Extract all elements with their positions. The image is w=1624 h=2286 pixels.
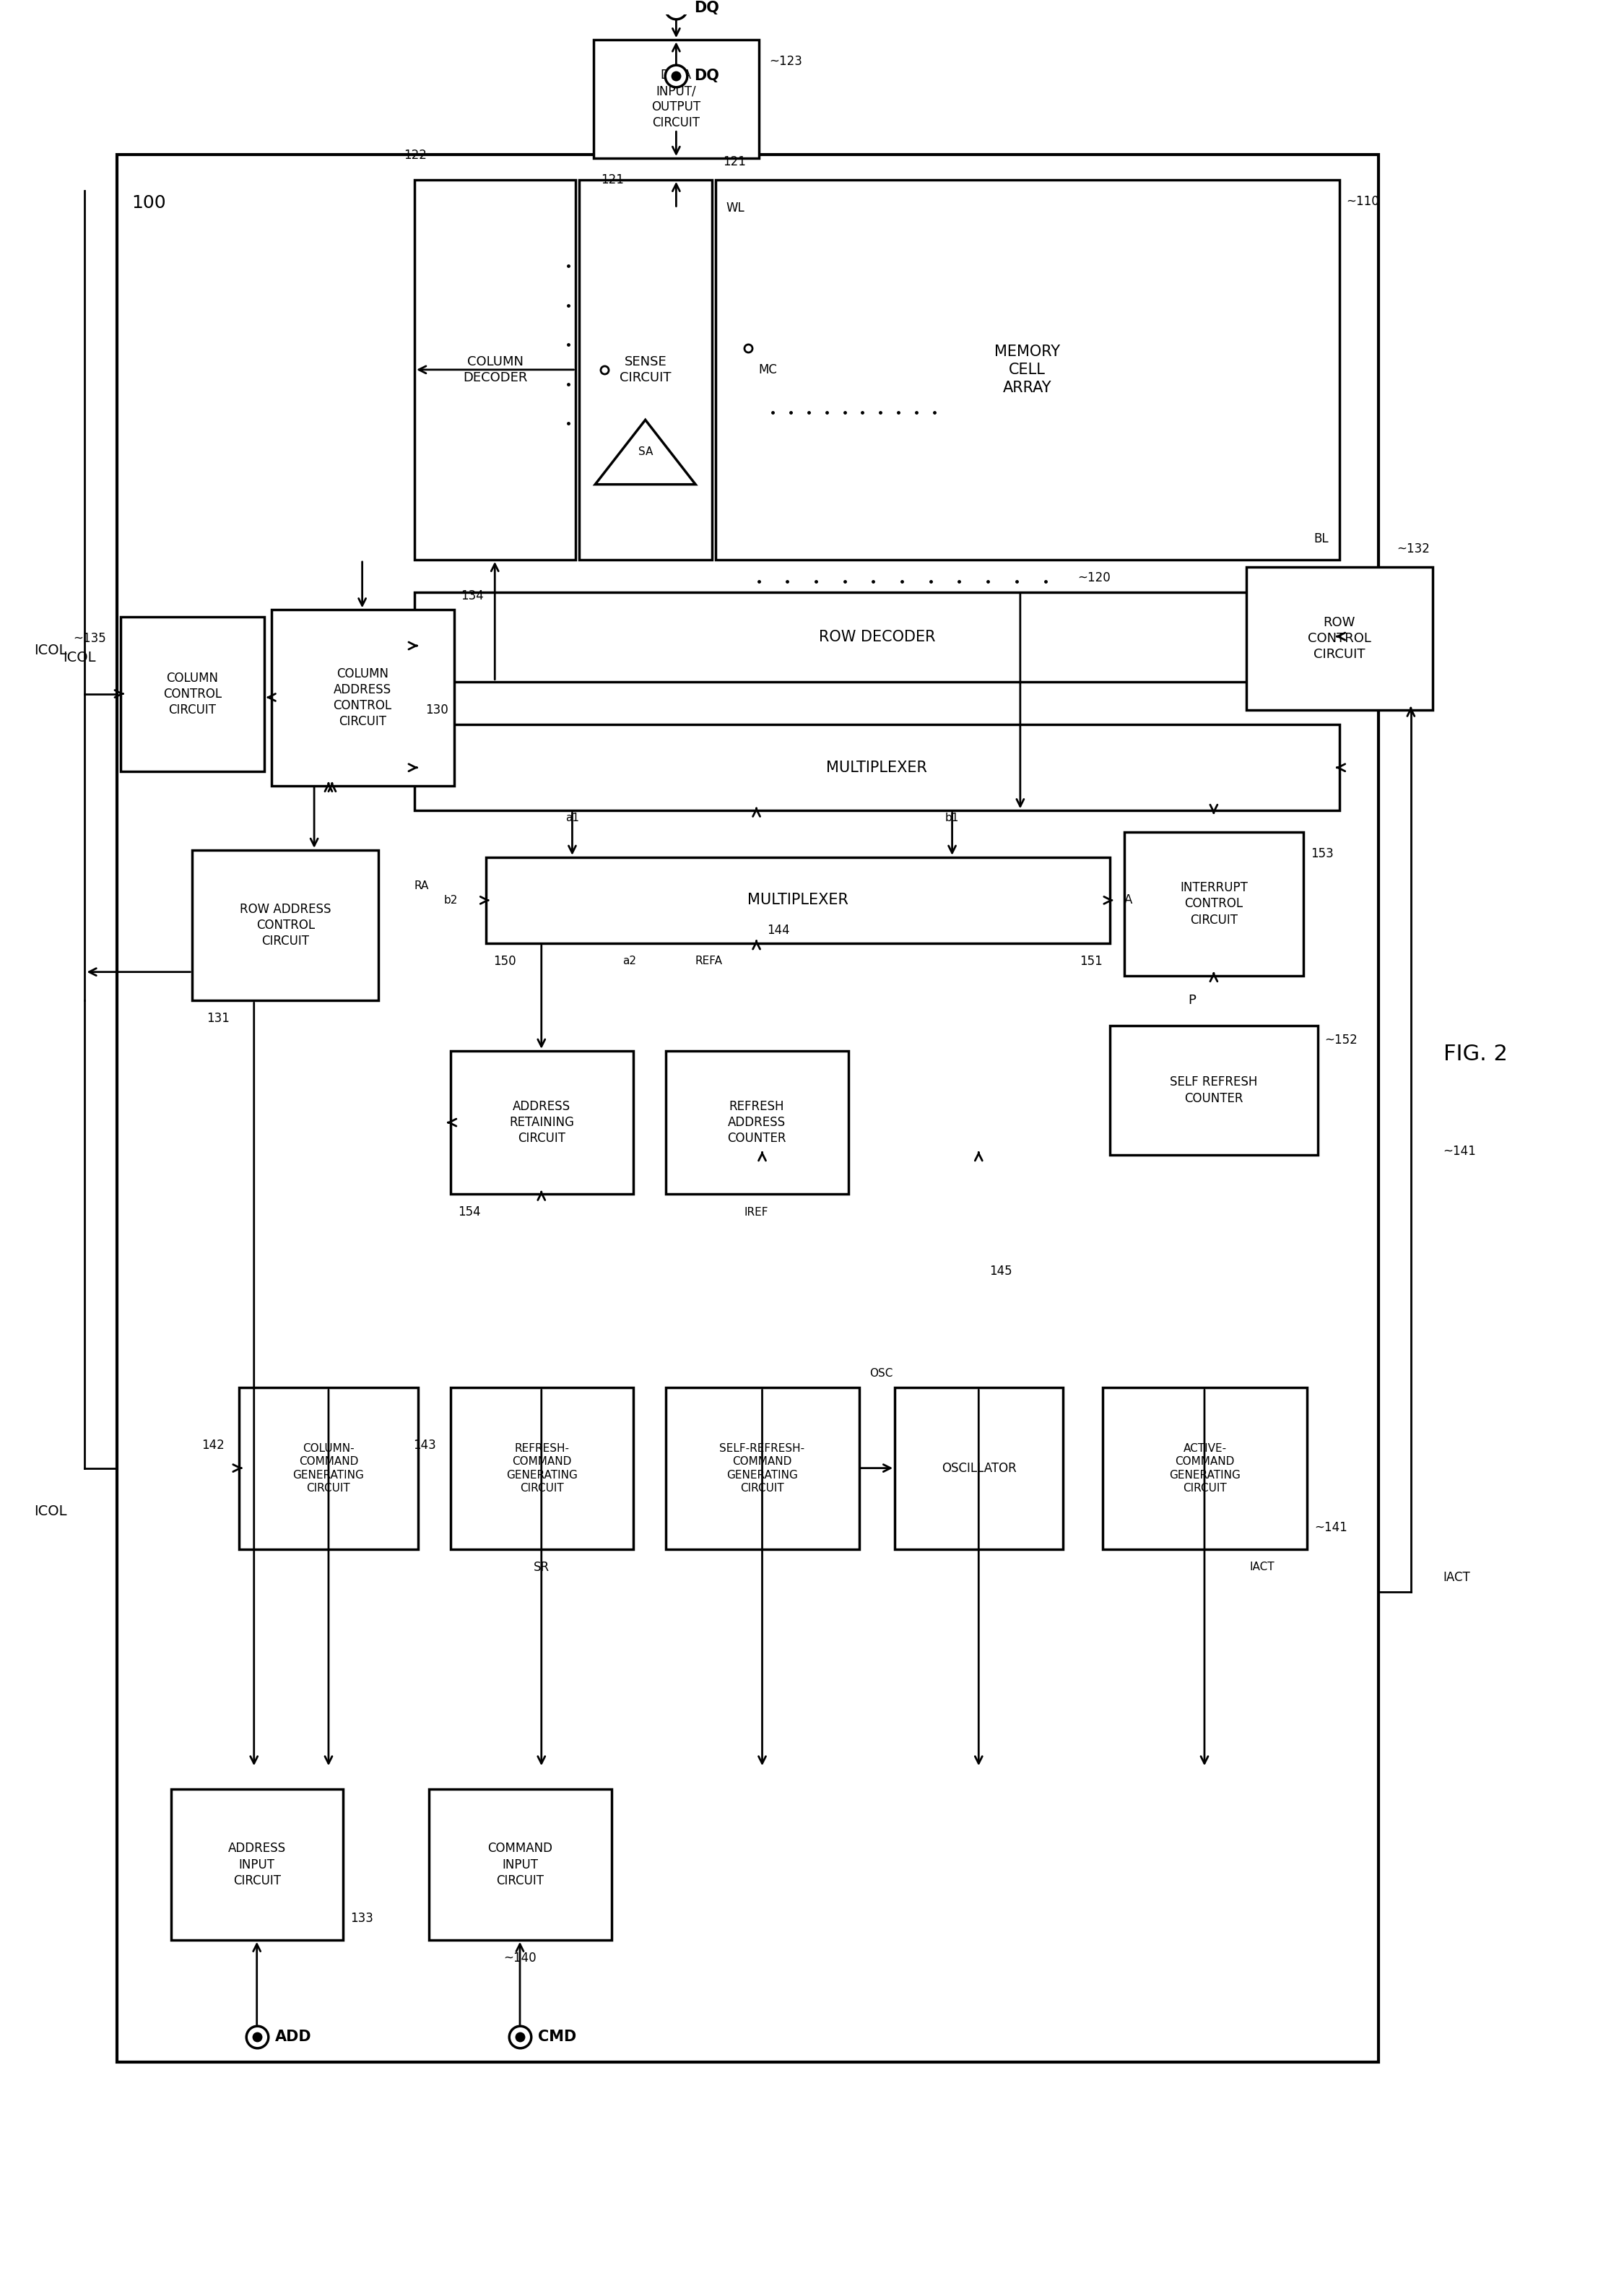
Text: MC: MC bbox=[758, 363, 778, 377]
Text: ~152: ~152 bbox=[1325, 1033, 1358, 1047]
Bar bbox=[666, 1052, 848, 1193]
Text: 144: 144 bbox=[767, 924, 789, 937]
Text: b2: b2 bbox=[443, 894, 458, 905]
Text: COLUMN-
COMMAND
GENERATING
CIRCUIT: COLUMN- COMMAND GENERATING CIRCUIT bbox=[292, 1442, 364, 1495]
Bar bbox=[716, 181, 1340, 560]
Text: RA: RA bbox=[414, 880, 429, 892]
Text: 145: 145 bbox=[989, 1264, 1012, 1278]
Text: ADDRESS
INPUT
CIRCUIT: ADDRESS INPUT CIRCUIT bbox=[227, 1843, 286, 1888]
Text: P: P bbox=[1189, 994, 1195, 1008]
Text: b1: b1 bbox=[945, 812, 960, 823]
Text: COMMAND
INPUT
CIRCUIT: COMMAND INPUT CIRCUIT bbox=[487, 1843, 552, 1888]
Bar bbox=[580, 181, 711, 560]
Text: 142: 142 bbox=[201, 1438, 224, 1452]
Text: ACTIVE-
COMMAND
GENERATING
CIRCUIT: ACTIVE- COMMAND GENERATING CIRCUIT bbox=[1169, 1442, 1241, 1495]
Text: 134: 134 bbox=[461, 590, 484, 601]
Text: OSCILLATOR: OSCILLATOR bbox=[942, 1463, 1017, 1474]
Text: BL: BL bbox=[1314, 533, 1328, 546]
Text: COLUMN
CONTROL
CIRCUIT: COLUMN CONTROL CIRCUIT bbox=[162, 672, 221, 716]
Text: COLUMN
DECODER: COLUMN DECODER bbox=[463, 354, 528, 384]
Text: ICOL: ICOL bbox=[34, 645, 67, 658]
Text: ~141: ~141 bbox=[1444, 1145, 1476, 1157]
Bar bbox=[1103, 1388, 1307, 1550]
Text: IACT: IACT bbox=[1249, 1561, 1275, 1573]
Bar bbox=[486, 857, 1109, 944]
Text: A: A bbox=[1124, 894, 1132, 908]
Text: MEMORY
CELL
ARRAY: MEMORY CELL ARRAY bbox=[994, 345, 1060, 395]
Text: 121: 121 bbox=[723, 155, 745, 169]
Bar bbox=[239, 1388, 417, 1550]
Text: 122: 122 bbox=[404, 149, 427, 162]
Text: MULTIPLEXER: MULTIPLEXER bbox=[827, 761, 927, 775]
Text: MULTIPLEXER: MULTIPLEXER bbox=[747, 894, 848, 908]
Text: 143: 143 bbox=[412, 1438, 435, 1452]
Text: SR: SR bbox=[533, 1561, 549, 1573]
Text: 130: 130 bbox=[425, 704, 448, 718]
Text: IACT: IACT bbox=[1444, 1570, 1470, 1584]
Text: 100: 100 bbox=[132, 194, 166, 210]
Text: ~120: ~120 bbox=[1078, 572, 1111, 585]
Text: ROW
CONTROL
CIRCUIT: ROW CONTROL CIRCUIT bbox=[1307, 615, 1371, 661]
Text: ~135: ~135 bbox=[73, 631, 106, 645]
Bar bbox=[414, 592, 1340, 681]
Text: 151: 151 bbox=[1080, 956, 1103, 967]
Bar bbox=[192, 850, 378, 1001]
Text: COLUMN
ADDRESS
CONTROL
CIRCUIT: COLUMN ADDRESS CONTROL CIRCUIT bbox=[333, 668, 391, 729]
Text: a2: a2 bbox=[622, 956, 637, 967]
Text: SELF REFRESH
COUNTER: SELF REFRESH COUNTER bbox=[1169, 1077, 1257, 1104]
Text: ~141: ~141 bbox=[1314, 1520, 1348, 1534]
Text: INTERRUPT
CONTROL
CIRCUIT: INTERRUPT CONTROL CIRCUIT bbox=[1181, 882, 1247, 926]
Text: DATA
INPUT/
OUTPUT
CIRCUIT: DATA INPUT/ OUTPUT CIRCUIT bbox=[651, 69, 702, 130]
Text: SA: SA bbox=[638, 446, 653, 457]
Bar bbox=[450, 1388, 633, 1550]
Bar bbox=[414, 181, 577, 560]
Text: 153: 153 bbox=[1311, 848, 1333, 860]
Text: REFRESH-
COMMAND
GENERATING
CIRCUIT: REFRESH- COMMAND GENERATING CIRCUIT bbox=[507, 1442, 578, 1495]
Bar bbox=[450, 1052, 633, 1193]
Text: 150: 150 bbox=[494, 956, 516, 967]
Text: DQ: DQ bbox=[693, 69, 719, 82]
Bar bbox=[429, 1790, 612, 1941]
Text: SELF-REFRESH-
COMMAND
GENERATING
CIRCUIT: SELF-REFRESH- COMMAND GENERATING CIRCUIT bbox=[719, 1442, 806, 1495]
Polygon shape bbox=[594, 421, 695, 485]
Text: FIG. 2: FIG. 2 bbox=[1444, 1045, 1507, 1065]
Bar bbox=[117, 155, 1379, 2062]
Text: ROW ADDRESS
CONTROL
CIRCUIT: ROW ADDRESS CONTROL CIRCUIT bbox=[240, 903, 331, 949]
Text: 133: 133 bbox=[351, 1911, 374, 1925]
Text: IREF: IREF bbox=[744, 1207, 768, 1218]
Text: ROW DECODER: ROW DECODER bbox=[818, 629, 935, 645]
Text: ICOL: ICOL bbox=[34, 1504, 67, 1518]
Text: ICOL: ICOL bbox=[63, 652, 96, 665]
Text: ~110: ~110 bbox=[1346, 194, 1379, 208]
Text: CMD: CMD bbox=[538, 2030, 577, 2044]
Text: ~140: ~140 bbox=[503, 1952, 536, 1964]
Text: 121: 121 bbox=[601, 174, 624, 185]
Bar bbox=[271, 610, 455, 786]
Bar bbox=[414, 725, 1340, 812]
Text: ADDRESS
RETAINING
CIRCUIT: ADDRESS RETAINING CIRCUIT bbox=[510, 1100, 575, 1145]
Text: 131: 131 bbox=[206, 1013, 229, 1024]
Text: SENSE
CIRCUIT: SENSE CIRCUIT bbox=[620, 354, 671, 384]
Bar bbox=[895, 1388, 1064, 1550]
Bar bbox=[666, 1388, 859, 1550]
Bar bbox=[594, 39, 758, 158]
Bar bbox=[120, 617, 265, 770]
Text: OSC: OSC bbox=[870, 1367, 893, 1378]
Text: ~123: ~123 bbox=[770, 55, 802, 69]
Bar bbox=[1246, 567, 1432, 711]
Text: DQ: DQ bbox=[693, 0, 719, 14]
Text: ADD: ADD bbox=[274, 2030, 312, 2044]
Text: REFRESH
ADDRESS
COUNTER: REFRESH ADDRESS COUNTER bbox=[728, 1100, 786, 1145]
Text: 154: 154 bbox=[458, 1205, 481, 1218]
Text: WL: WL bbox=[726, 201, 745, 215]
Bar bbox=[1109, 1026, 1317, 1154]
Bar bbox=[171, 1790, 343, 1941]
Text: a1: a1 bbox=[565, 812, 580, 823]
Text: ~132: ~132 bbox=[1397, 542, 1429, 555]
Bar bbox=[1124, 832, 1304, 976]
Text: REFA: REFA bbox=[695, 956, 723, 967]
